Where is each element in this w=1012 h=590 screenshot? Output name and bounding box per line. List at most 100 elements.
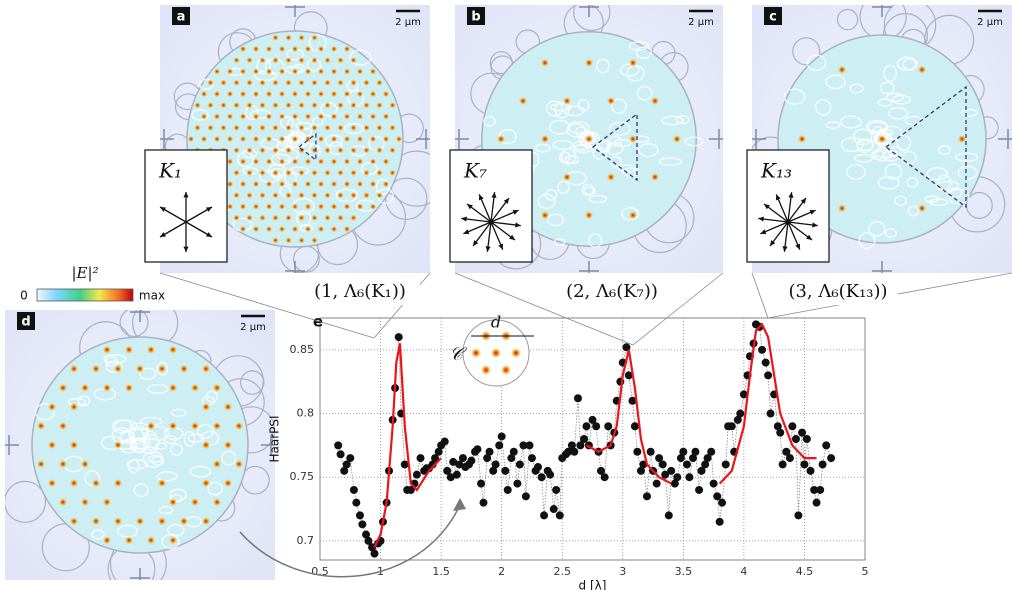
data-point [703, 454, 712, 463]
field-spot [324, 56, 331, 64]
field-spot [265, 158, 273, 165]
field-lobe [489, 51, 513, 75]
field-spot [563, 173, 571, 182]
x-tick-label: 3 [619, 565, 626, 578]
field-spot [541, 58, 549, 67]
zoom-line [454, 272, 634, 346]
field-spot [213, 113, 221, 120]
field-spot [252, 203, 260, 210]
field-ripple [547, 213, 565, 227]
field-spot [48, 479, 56, 488]
field-ripple [552, 139, 574, 150]
field-spot [252, 135, 260, 143]
inset-spot [471, 348, 481, 358]
field-spot [285, 237, 292, 244]
field-ripple [360, 162, 378, 176]
field-spot [202, 364, 210, 373]
field-ripple [961, 108, 978, 117]
k-box [449, 149, 533, 263]
field-spot [265, 68, 273, 75]
data-point [639, 460, 648, 469]
field-ripple [151, 455, 165, 466]
field-spot [330, 45, 338, 53]
field-spot [369, 90, 377, 98]
field-spot [246, 79, 253, 86]
data-point [776, 428, 785, 437]
data-point [685, 473, 694, 482]
data-point [810, 485, 819, 494]
fit-line [373, 343, 442, 548]
data-point [667, 466, 676, 475]
field-spot [114, 364, 122, 373]
x-tick-label: 3.5 [675, 565, 693, 578]
field-spot [200, 135, 208, 143]
scale-label: 2 μm [240, 322, 266, 333]
field-spot [147, 345, 155, 354]
data-point [340, 466, 349, 475]
field-ripple [825, 74, 846, 90]
data-point [818, 460, 827, 469]
k-arrowhead [463, 229, 470, 235]
field-ripple [635, 46, 652, 59]
field-ripple [595, 58, 610, 74]
field-spot [169, 345, 177, 354]
field-spot [337, 192, 344, 199]
k-arrowhead [467, 203, 473, 210]
data-point [709, 479, 718, 488]
field-ripple [534, 143, 551, 153]
field-ripple [567, 121, 590, 134]
field-spot [202, 402, 210, 411]
field-spot [376, 124, 383, 131]
field-ripple [684, 136, 704, 147]
field-ripple [564, 155, 580, 165]
field-ripple [170, 408, 187, 417]
data-point [812, 498, 821, 507]
field-ripple [896, 134, 912, 152]
field-spot [265, 225, 273, 233]
data-point [670, 479, 679, 488]
field-spot [291, 225, 299, 233]
data-point [582, 422, 591, 431]
field-spot [363, 169, 370, 176]
field-spot [298, 34, 305, 41]
data-point [358, 520, 367, 529]
field-spot [285, 147, 292, 154]
field-spot [220, 102, 227, 109]
field-ripple [926, 167, 948, 181]
k-arrowhead [515, 222, 521, 228]
field-spot [125, 383, 133, 392]
field-ripple [200, 430, 220, 446]
field-spot [291, 113, 299, 120]
data-point [652, 479, 661, 488]
field-spot [278, 180, 286, 188]
scale-label: 2 μm [395, 17, 421, 28]
field-spot [239, 90, 247, 98]
field-spot [81, 383, 89, 392]
triangle-guide [297, 132, 317, 162]
field-spot [838, 65, 846, 74]
field-ripple [783, 88, 806, 105]
data-point [791, 435, 800, 443]
data-point [489, 466, 498, 475]
field-spot [607, 96, 615, 105]
data-point [349, 485, 358, 494]
field-ripple [581, 183, 595, 196]
field-spot [239, 45, 247, 53]
field-spot [59, 460, 67, 469]
field-spot [395, 135, 403, 143]
field-spot [350, 169, 357, 176]
field-ripple [609, 156, 623, 168]
data-point [534, 463, 542, 472]
field-spot [169, 421, 177, 430]
field-spot [239, 203, 247, 210]
field-spot [265, 135, 273, 143]
field-spot [285, 34, 292, 41]
x-tick-label: 2.5 [553, 565, 571, 578]
field-spot [918, 204, 926, 213]
field-spot [363, 124, 370, 131]
field-spot [324, 192, 331, 199]
k-arrowhead [485, 246, 491, 252]
field-spot [324, 124, 331, 131]
field-spot [147, 536, 155, 545]
link-arrow [239, 504, 461, 578]
